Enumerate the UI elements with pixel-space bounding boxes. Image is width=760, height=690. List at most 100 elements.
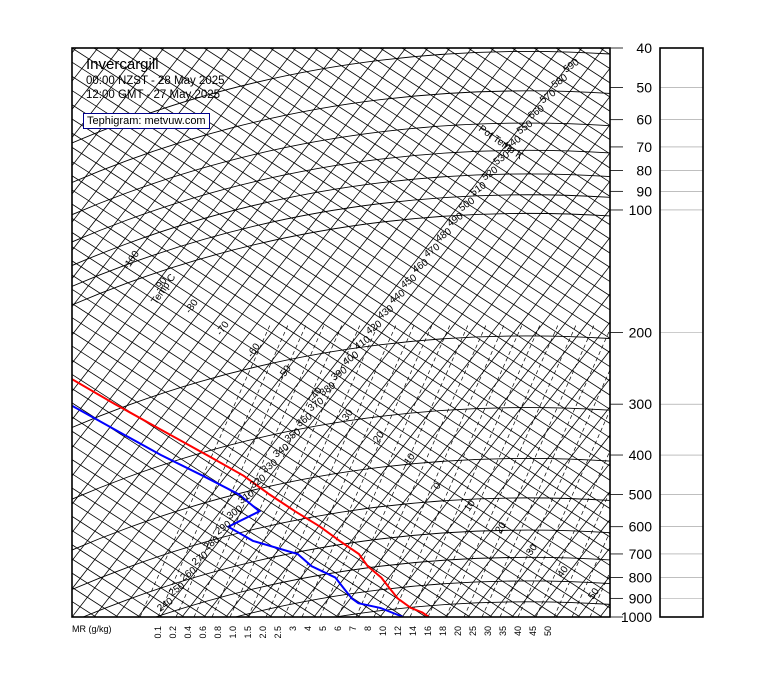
temp-tick-label: 50	[586, 586, 602, 602]
isotherm-line	[72, 48, 319, 364]
isotherm-line	[72, 48, 187, 195]
isotherm-line	[72, 48, 121, 110]
isobar-line	[72, 194, 610, 287]
isotherm-line	[291, 208, 610, 617]
temp-tick-label: -60	[245, 341, 263, 360]
dry-adiabat-line	[72, 104, 610, 453]
pressure-tick-label: 50	[636, 79, 652, 95]
dry-adiabat-line	[72, 317, 537, 617]
mixing-ratio-tick-label: 6	[333, 626, 343, 631]
dry-adiabat-line	[72, 274, 603, 617]
chart-grid	[0, 48, 760, 617]
dry-adiabat-line	[72, 430, 361, 617]
isotherm-line	[72, 48, 495, 590]
isotherm-line	[181, 67, 610, 617]
mixing-ratio-line	[391, 324, 523, 617]
dry-adiabat-line	[72, 175, 610, 524]
mixing-ratio-line	[139, 324, 271, 617]
dry-adiabat-line	[72, 48, 610, 396]
dry-adiabat-line	[72, 146, 610, 495]
dry-adiabat-line	[754, 48, 760, 617]
dry-adiabat-line	[291, 48, 610, 254]
pressure-tick-label: 500	[629, 486, 653, 502]
pressure-tick-label: 90	[636, 183, 652, 199]
dry-adiabat-line	[72, 331, 515, 617]
isotherm-line	[72, 48, 407, 477]
dry-adiabat-line	[72, 161, 610, 510]
mixing-ratio-line	[427, 324, 559, 617]
dry-adiabat-line	[137, 48, 610, 353]
dry-adiabat-line	[72, 203, 610, 552]
dry-adiabat-line	[72, 373, 449, 617]
isotherm-line	[511, 490, 610, 617]
mixing-ratio-line	[193, 324, 325, 617]
dry-adiabat-line	[72, 359, 471, 617]
isotherm-line	[423, 377, 610, 617]
mixing-ratio-tick-label: 1.5	[243, 626, 253, 639]
pressure-tick-label: 100	[629, 202, 653, 218]
mixing-ratio-tick-label: 12	[393, 626, 403, 636]
temp-tick-label: 20	[493, 520, 509, 536]
temp-tick-label: -30	[338, 407, 356, 426]
time-utc: 12:00 GMT - 27 May 2025	[86, 89, 221, 101]
dry-adiabat-line	[72, 459, 317, 617]
source-badge[interactable]: Tephigram: metvuw.com	[83, 113, 210, 129]
dry-adiabat-line	[489, 48, 610, 126]
isotherm-line	[72, 48, 143, 139]
mixing-ratio-tick-label: 5	[318, 626, 328, 631]
isotherm-line	[72, 48, 451, 534]
isobar-line	[82, 529, 610, 617]
dry-adiabat-line	[72, 402, 405, 617]
isotherm-line	[0, 48, 32, 617]
dry-adiabat-line	[72, 217, 610, 566]
isobar-line	[72, 90, 610, 183]
dry-adiabat-line	[72, 416, 383, 617]
pressure-tick-label: 700	[629, 546, 653, 562]
mixing-ratio-tick-label: 0.2	[168, 626, 178, 639]
mixing-ratio-line	[283, 324, 415, 617]
wind-panel	[659, 47, 704, 618]
dry-adiabat-line	[72, 601, 97, 617]
isotherm-line	[203, 95, 610, 617]
dry-adiabat-line	[335, 48, 610, 226]
dry-adiabat-line	[115, 48, 610, 368]
dry-adiabat-line	[72, 303, 559, 617]
pressure-tick-label: 60	[636, 112, 652, 128]
isobar-line	[72, 212, 610, 306]
dry-adiabat-line	[72, 61, 610, 410]
pressure-tick-label: 800	[629, 570, 653, 586]
isotherm-line	[72, 48, 99, 82]
isotherm-line	[732, 48, 760, 617]
dry-adiabat-line	[72, 515, 229, 617]
dry-adiabat-line	[72, 132, 610, 481]
isotherm-line	[72, 48, 517, 617]
isotherm-line	[489, 462, 610, 617]
mixing-ratio-line	[175, 324, 307, 617]
chart-series	[72, 378, 430, 617]
pressure-tick-label: 600	[629, 519, 653, 535]
chart-header: Invercargill 00:00 NZST - 28 May 2025 12…	[86, 56, 225, 102]
mixing-ratio-tick-label: 2.5	[273, 626, 283, 639]
mixing-ratio-line	[301, 324, 433, 617]
temperature-profile	[72, 378, 430, 617]
isotherm-line	[710, 48, 760, 617]
temp-tick-label: -20	[369, 429, 387, 448]
isotherm-line	[72, 48, 77, 54]
dry-adiabat-line	[72, 246, 610, 595]
pressure-tick-label: 900	[629, 590, 653, 606]
dry-adiabat-line	[72, 544, 185, 617]
dry-adiabat-line	[72, 487, 273, 617]
isotherm-line	[72, 48, 341, 393]
mixing-ratio-line	[265, 324, 397, 617]
dry-adiabat-line	[269, 48, 610, 268]
temp-tick-label: 40	[555, 564, 571, 580]
mixing-ratio-tick-label: 20	[453, 626, 463, 636]
mixing-ratio-tick-label: 1.0	[228, 626, 238, 639]
isotherm-line	[72, 48, 363, 421]
temp-tick-label: 0	[431, 480, 443, 491]
isotherm-line	[379, 321, 610, 617]
pressure-tick-label: 400	[629, 447, 653, 463]
pressure-tick-label: 1000	[621, 609, 652, 625]
dry-adiabat-line	[72, 345, 493, 617]
dry-adiabat-line	[357, 48, 610, 212]
